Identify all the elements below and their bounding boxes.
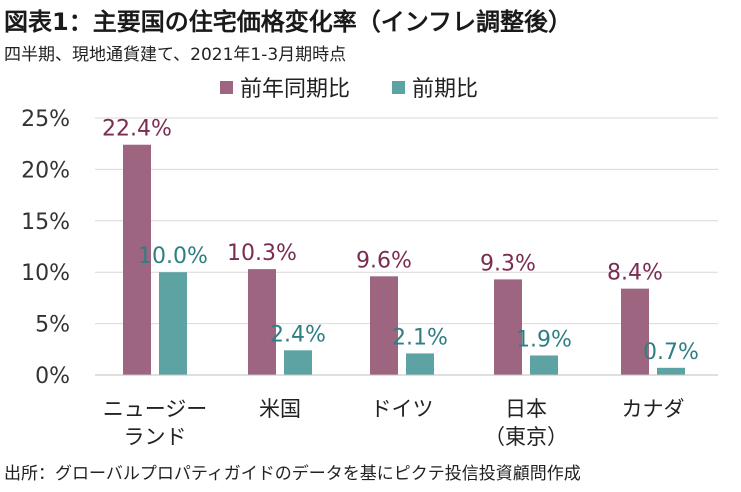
chart-title: 図表1：主要国の住宅価格変化率（インフレ調整後） (4, 8, 572, 36)
bar-yoy (494, 279, 522, 375)
bar-qoq (657, 367, 685, 375)
bar-yoy (621, 288, 649, 375)
y-tick-label: 20% (21, 158, 70, 183)
legend-label-2: 前期比 (412, 77, 478, 102)
bar-qoq (159, 272, 187, 375)
legend-label-1: 前年同期比 (240, 77, 350, 102)
data-label-yoy: 8.4% (607, 261, 663, 286)
data-label-qoq: 2.4% (270, 322, 326, 347)
bar-yoy (248, 269, 276, 375)
x-category-label: カナダ (622, 397, 685, 421)
source-note: 出所：グローバルプロパティガイドのデータを基にピクテ投信投資顧問作成 (4, 464, 581, 484)
data-label-yoy: 22.4% (102, 117, 172, 142)
y-tick-label: 10% (21, 261, 70, 286)
data-label-qoq: 1.9% (516, 327, 572, 352)
bar-yoy (123, 144, 151, 375)
x-category-label: ドイツ (371, 397, 434, 421)
y-tick-label: 0% (35, 364, 70, 389)
data-label-yoy: 10.3% (227, 241, 297, 266)
data-label-qoq: 0.7% (643, 340, 699, 365)
data-label-qoq: 2.1% (392, 325, 448, 350)
x-category-label: 米国 (259, 397, 301, 421)
bar-yoy (370, 276, 398, 375)
y-tick-label: 15% (21, 210, 70, 235)
data-label-qoq: 10.0% (138, 244, 208, 269)
chart-subtitle: 四半期、現地通貨建て、2021年1-3月期時点 (4, 45, 347, 65)
bar-qoq (530, 355, 558, 375)
legend-swatch-1 (220, 81, 233, 94)
y-tick-label: 25% (21, 107, 70, 132)
x-category-label: （東京） (484, 425, 568, 449)
bar-qoq (406, 353, 434, 375)
data-label-yoy: 9.3% (480, 251, 536, 276)
x-category-label: ニュージー (103, 397, 208, 421)
y-tick-label: 5% (35, 313, 70, 338)
x-category-label: ランド (124, 425, 187, 449)
legend-swatch-2 (392, 81, 405, 94)
bar-qoq (284, 350, 312, 375)
x-category-label: 日本 (505, 397, 547, 421)
data-label-yoy: 9.6% (356, 248, 412, 273)
